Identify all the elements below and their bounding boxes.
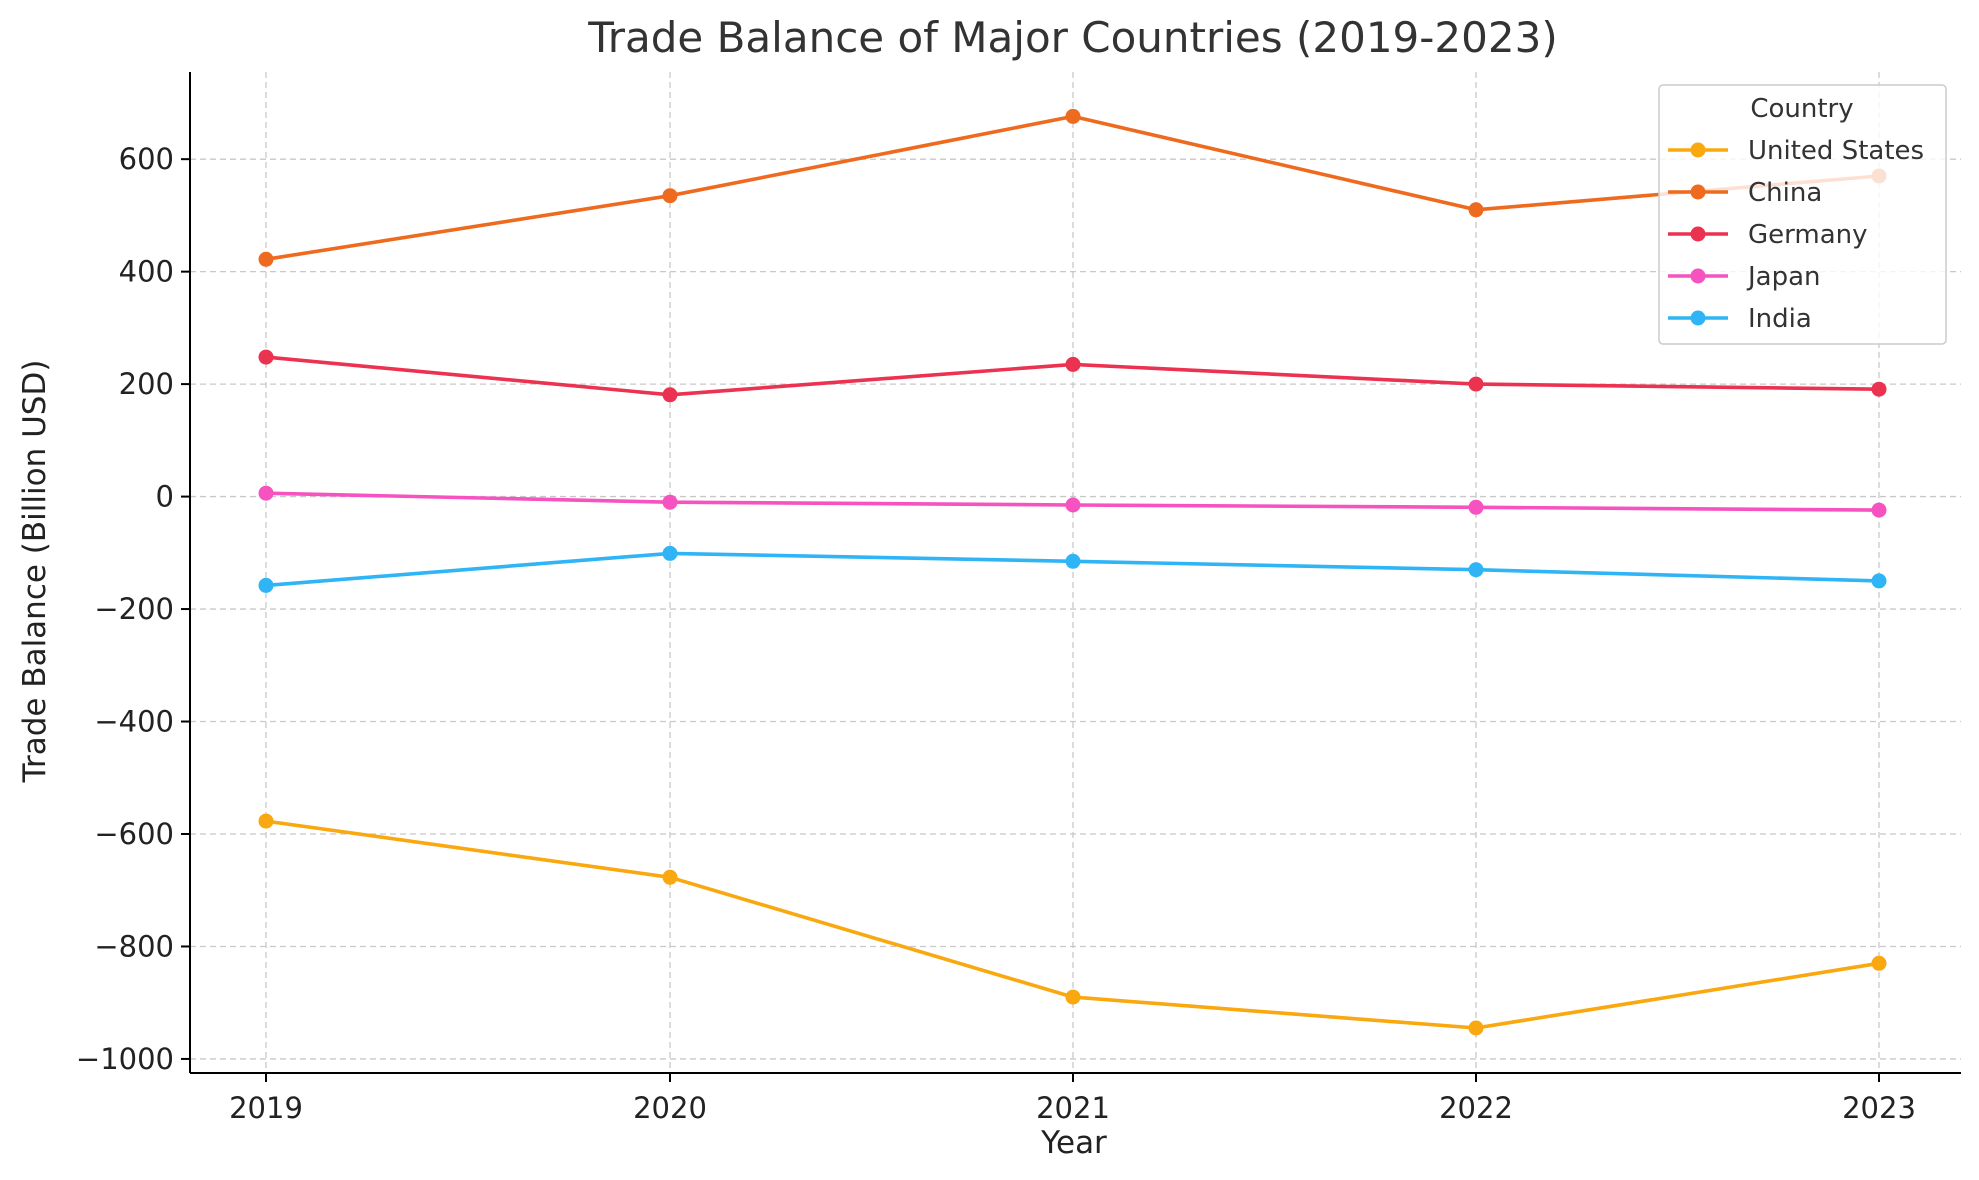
legend-item-china: China (1668, 178, 1822, 208)
data-point-india (1065, 553, 1081, 569)
legend-item-united-states: United States (1668, 136, 1924, 166)
y-tick-label: −600 (94, 817, 174, 851)
data-point-united-states (662, 869, 678, 885)
axes (181, 72, 1961, 1082)
series-india (258, 545, 1887, 593)
x-tick-label: 2023 (1842, 1091, 1916, 1125)
data-point-japan (1871, 502, 1887, 518)
data-point-india (1468, 562, 1484, 578)
legend-box (1658, 84, 1947, 345)
y-tick-label: −400 (94, 705, 174, 739)
data-point-germany (258, 349, 274, 365)
x-tick-label: 2020 (633, 1091, 707, 1125)
x-axis-label: Year (1040, 1125, 1107, 1161)
data-point-india (662, 545, 678, 561)
data-point-germany (662, 387, 678, 403)
data-point-united-states (1065, 989, 1081, 1005)
legend: Country United States China Germany Japan In… (1658, 84, 1947, 345)
data-point-japan (662, 494, 678, 510)
data-point-germany (1468, 376, 1484, 392)
legend-title: Country (1750, 94, 1853, 124)
legend-label: China (1748, 178, 1822, 208)
data-point-japan (1065, 497, 1081, 513)
tick-labels: 2019 2020 2021 2022 2023 600 400 200 0 −200 −400 −6… (76, 142, 1916, 1125)
legend-swatch-marker (1690, 310, 1706, 326)
x-tick-label: 2019 (229, 1091, 303, 1125)
series-lines (258, 108, 1887, 1036)
y-tick-label: 400 (119, 255, 174, 289)
data-point-united-states (1468, 1020, 1484, 1036)
data-point-germany (1065, 356, 1081, 372)
x-tick-label: 2022 (1439, 1091, 1513, 1125)
data-point-china (1065, 108, 1081, 124)
legend-item-germany: Germany (1668, 220, 1868, 250)
y-tick-label: 600 (119, 142, 174, 176)
legend-label: India (1748, 304, 1812, 334)
data-point-germany (1871, 381, 1887, 397)
data-point-united-states (1871, 955, 1887, 971)
data-point-china (662, 188, 678, 204)
data-point-japan (258, 485, 274, 501)
data-point-china (258, 251, 274, 267)
series-japan (258, 485, 1887, 518)
legend-label: United States (1748, 136, 1924, 166)
data-point-india (258, 577, 274, 593)
legend-swatch-marker (1690, 226, 1706, 242)
y-tick-label: −200 (94, 592, 174, 626)
series-china (258, 108, 1887, 267)
y-tick-label: −800 (94, 929, 174, 963)
legend-swatch-marker (1690, 268, 1706, 284)
data-point-china (1468, 202, 1484, 218)
y-tick-label: 0 (156, 480, 174, 514)
y-tick-label: 200 (119, 367, 174, 401)
y-axis-label: Trade Balance (Billion USD) (17, 360, 53, 784)
data-point-india (1871, 573, 1887, 589)
legend-label: Japan (1746, 262, 1821, 292)
x-tick-label: 2021 (1036, 1091, 1110, 1125)
chart-title: Trade Balance of Major Countries (2019-2… (587, 13, 1557, 62)
y-tick-label: −1000 (76, 1042, 174, 1076)
data-point-united-states (258, 813, 274, 829)
legend-swatch-marker (1690, 184, 1706, 200)
legend-item-japan: Japan (1668, 262, 1821, 292)
series-germany (258, 349, 1887, 403)
legend-item-india: India (1668, 304, 1812, 334)
legend-swatch-marker (1690, 142, 1706, 158)
series-united-states (258, 813, 1887, 1036)
legend-label: Germany (1748, 220, 1868, 250)
data-point-japan (1468, 499, 1484, 515)
